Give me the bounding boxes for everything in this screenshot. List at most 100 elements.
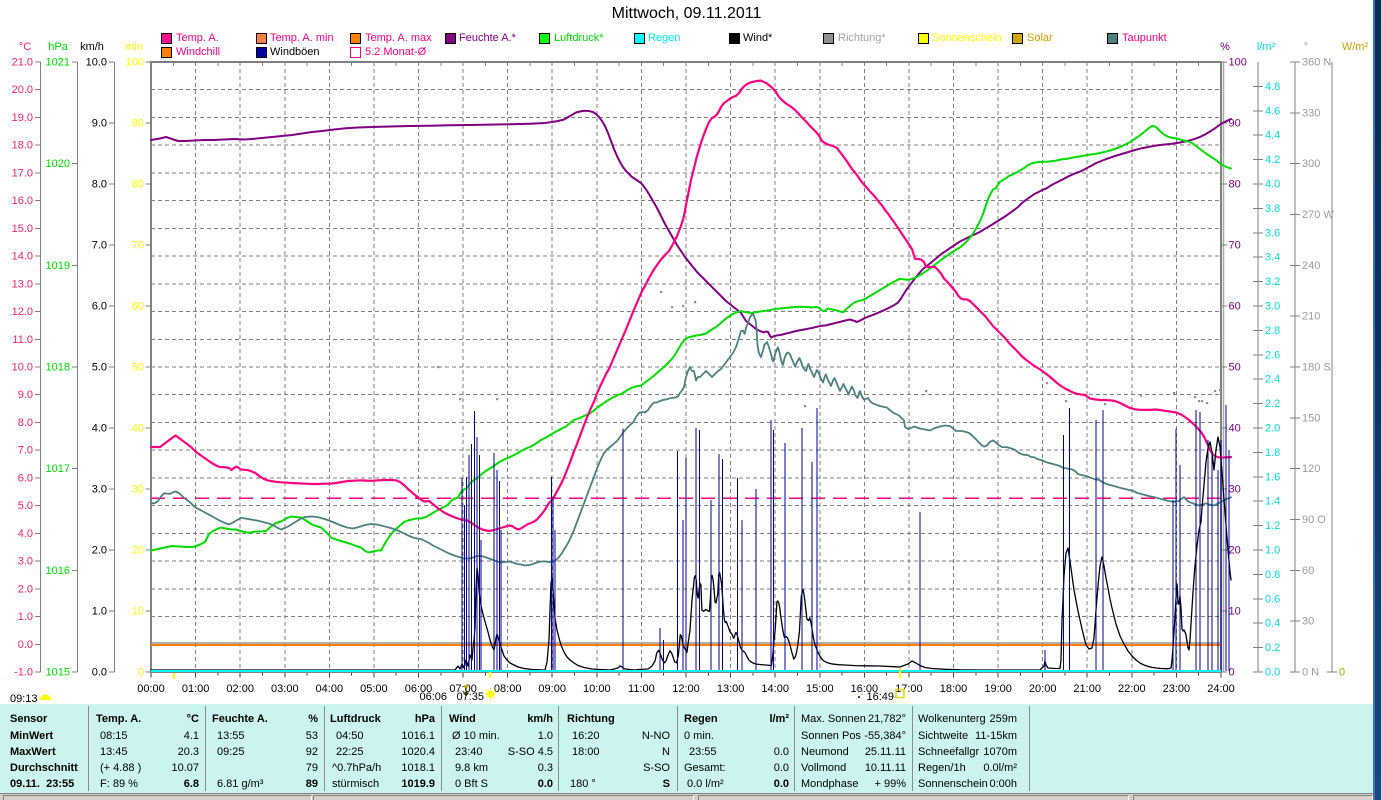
svg-text:km/h: km/h (80, 41, 104, 53)
svg-text:07:00: 07:00 (449, 683, 477, 695)
svg-text:24:00: 24:00 (1207, 683, 1235, 695)
svg-text:0: 0 (138, 667, 144, 679)
svg-text:0: 0 (1229, 667, 1235, 679)
svg-text:°: ° (1304, 41, 1308, 53)
svg-text:1.6: 1.6 (1265, 471, 1280, 483)
svg-text:9.0: 9.0 (92, 118, 107, 130)
svg-text:12.0: 12.0 (12, 306, 33, 318)
svg-text:1.0: 1.0 (1265, 545, 1280, 557)
svg-text:19:00: 19:00 (984, 683, 1012, 695)
svg-text:3.0: 3.0 (1265, 301, 1280, 313)
svg-text:10.0: 10.0 (86, 57, 107, 69)
svg-text:70: 70 (132, 240, 144, 252)
svg-text:120: 120 (1302, 463, 1320, 475)
svg-text:1018: 1018 (46, 362, 70, 374)
svg-text:50: 50 (1229, 362, 1241, 374)
svg-text:40: 40 (132, 423, 144, 435)
svg-text:06:00: 06:00 (405, 683, 433, 695)
svg-text:0.8: 0.8 (1265, 569, 1280, 581)
svg-text:3.8: 3.8 (1265, 203, 1280, 215)
svg-text:3.0: 3.0 (92, 484, 107, 496)
svg-text:18.0: 18.0 (12, 140, 33, 152)
svg-text:4.0: 4.0 (1265, 179, 1280, 191)
svg-text:180 S: 180 S (1302, 362, 1331, 374)
svg-text:15.0: 15.0 (12, 223, 33, 235)
svg-text:0 N: 0 N (1302, 667, 1319, 679)
svg-text:11:00: 11:00 (628, 683, 655, 695)
svg-text:5.0: 5.0 (18, 500, 33, 512)
svg-text:1.4: 1.4 (1265, 496, 1280, 508)
svg-text:1.2: 1.2 (1265, 520, 1280, 532)
svg-text:0.0: 0.0 (1265, 667, 1280, 679)
svg-text:7.0: 7.0 (18, 445, 33, 457)
svg-text:05:00: 05:00 (360, 683, 388, 695)
svg-text:17.0: 17.0 (12, 167, 33, 179)
svg-text:9.0: 9.0 (18, 389, 33, 401)
svg-text:3.6: 3.6 (1265, 227, 1280, 239)
svg-text:2.0: 2.0 (18, 583, 33, 595)
svg-text:°C: °C (19, 41, 31, 53)
svg-text:07:35: 07:35 (456, 691, 484, 703)
svg-text:2.2: 2.2 (1265, 398, 1280, 410)
svg-text:23:00: 23:00 (1163, 683, 1191, 695)
svg-text:03:00: 03:00 (271, 683, 299, 695)
svg-text:00:00: 00:00 (137, 683, 165, 695)
svg-text:1016: 1016 (46, 565, 70, 577)
svg-text:11.0: 11.0 (12, 334, 33, 346)
svg-text:13:00: 13:00 (717, 683, 745, 695)
svg-text:0.4: 0.4 (1265, 618, 1280, 630)
svg-text:360 N: 360 N (1302, 57, 1331, 69)
svg-text:l/m²: l/m² (1257, 41, 1276, 53)
svg-text:70: 70 (1229, 240, 1241, 252)
svg-text:100: 100 (126, 57, 144, 69)
svg-text:W/m²: W/m² (1342, 41, 1369, 53)
svg-text:21:00: 21:00 (1073, 683, 1101, 695)
svg-text:14:00: 14:00 (761, 683, 789, 695)
svg-text:min: min (125, 41, 143, 53)
svg-text:5.0: 5.0 (92, 362, 107, 374)
svg-text:300: 300 (1302, 158, 1320, 170)
svg-text:90: 90 (1229, 118, 1241, 130)
svg-text:7.0: 7.0 (92, 240, 107, 252)
svg-text:09:13: 09:13 (10, 693, 38, 705)
svg-text:1.0: 1.0 (18, 611, 33, 623)
svg-text:3.4: 3.4 (1265, 252, 1280, 264)
svg-text:6.0: 6.0 (18, 472, 33, 484)
svg-text:4.0: 4.0 (18, 528, 33, 540)
svg-text:20:00: 20:00 (1029, 683, 1057, 695)
svg-text:4.4: 4.4 (1265, 130, 1280, 142)
svg-text:2.8: 2.8 (1265, 325, 1280, 337)
svg-text:%: % (1220, 41, 1230, 53)
svg-text:10:00: 10:00 (583, 683, 611, 695)
svg-text:hPa: hPa (48, 41, 68, 53)
svg-text:150: 150 (1302, 412, 1320, 424)
svg-text:20.0: 20.0 (12, 84, 33, 96)
svg-text:210: 210 (1302, 311, 1320, 323)
svg-text:08:00: 08:00 (494, 683, 522, 695)
svg-text:3.2: 3.2 (1265, 276, 1280, 288)
svg-text:4.8: 4.8 (1265, 81, 1280, 93)
svg-text:0.2: 0.2 (1265, 642, 1280, 654)
svg-text:18:00: 18:00 (940, 683, 968, 695)
svg-text:80: 80 (132, 179, 144, 191)
svg-text:1017: 1017 (46, 463, 70, 475)
svg-text:0.6: 0.6 (1265, 593, 1280, 605)
svg-text:2.0: 2.0 (92, 545, 107, 557)
svg-text:06:06: 06:06 (419, 691, 447, 703)
svg-text:30: 30 (132, 484, 144, 496)
svg-text:8.0: 8.0 (92, 179, 107, 191)
svg-text:19.0: 19.0 (12, 112, 33, 124)
svg-text:90 O: 90 O (1302, 514, 1326, 526)
svg-text:80: 80 (1229, 179, 1241, 191)
svg-text:270 W: 270 W (1302, 209, 1334, 221)
svg-text:100: 100 (1229, 57, 1247, 69)
svg-text:2.6: 2.6 (1265, 349, 1280, 361)
svg-text:1019: 1019 (46, 260, 70, 272)
svg-text:-1.0: -1.0 (14, 667, 33, 679)
svg-text:17:00: 17:00 (895, 683, 923, 695)
svg-text:1015: 1015 (46, 667, 70, 679)
svg-text:10.0: 10.0 (12, 362, 33, 374)
svg-text:10: 10 (1229, 606, 1241, 618)
svg-text:1020: 1020 (46, 158, 70, 170)
svg-text:240: 240 (1302, 260, 1320, 272)
